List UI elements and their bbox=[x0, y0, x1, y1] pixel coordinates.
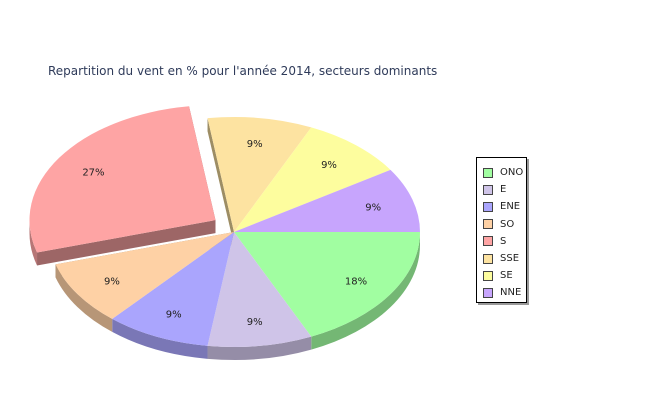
pie-cutface-s-0 bbox=[37, 220, 216, 266]
legend-item-ene: ENE bbox=[483, 198, 526, 215]
slice-label-se: 9% bbox=[321, 160, 337, 171]
slice-label-e: 9% bbox=[247, 317, 263, 328]
legend-swatch bbox=[483, 184, 493, 195]
legend-item-nne: NNE bbox=[483, 284, 526, 301]
slice-label-nne: 9% bbox=[365, 203, 381, 214]
legend-label: SO bbox=[500, 218, 515, 230]
legend-label: E bbox=[500, 184, 507, 196]
pie-side-ene bbox=[112, 318, 208, 359]
legend-item-so: SO bbox=[483, 216, 526, 233]
slice-label-ono: 18% bbox=[345, 276, 367, 287]
legend-label: SE bbox=[500, 270, 513, 282]
chart-title: Repartition du vent en % pour l'année 20… bbox=[48, 64, 438, 78]
pie-slice-e bbox=[207, 232, 312, 347]
pie-slice-ono bbox=[234, 232, 420, 337]
legend-label: S bbox=[500, 235, 507, 247]
legend-swatch bbox=[483, 167, 493, 178]
slice-label-so: 9% bbox=[104, 276, 120, 287]
legend-swatch bbox=[483, 219, 493, 230]
legend-item-sse: SSE bbox=[483, 250, 526, 267]
slice-label-ene: 9% bbox=[166, 310, 182, 321]
pie-slice-nne bbox=[234, 169, 420, 232]
pie-cutface-sse-adj-1 bbox=[207, 118, 234, 245]
legend-swatch bbox=[483, 201, 493, 212]
legend-label: NNE bbox=[500, 287, 522, 299]
pie-side-so bbox=[55, 264, 113, 332]
slice-label-s: 27% bbox=[82, 168, 104, 179]
legend-swatch bbox=[483, 253, 493, 264]
legend-item-e: E bbox=[483, 181, 526, 198]
legend-label: SSE bbox=[500, 253, 520, 265]
slice-label-sse: 9% bbox=[247, 139, 263, 150]
legend-label: ONO bbox=[500, 167, 524, 179]
legend-swatch bbox=[483, 236, 493, 247]
pie-side-ono bbox=[311, 232, 420, 350]
legend-item-ono: ONO bbox=[483, 164, 526, 181]
legend-swatch bbox=[483, 287, 493, 298]
legend-item-se: SE bbox=[483, 267, 526, 284]
pie-slice-s bbox=[29, 106, 216, 253]
legend: ONO E ENE SO S SSE SE NNE bbox=[476, 157, 527, 303]
pie-slice-so bbox=[55, 232, 235, 319]
pie-slice-sse bbox=[207, 116, 312, 232]
pie-slice-ene bbox=[112, 232, 234, 346]
pie-side-s bbox=[29, 220, 38, 266]
pie-side-e bbox=[207, 336, 312, 361]
pie-slice-se bbox=[234, 127, 391, 232]
legend-label: ENE bbox=[500, 201, 521, 213]
legend-item-s: S bbox=[483, 233, 526, 250]
legend-swatch bbox=[483, 270, 493, 281]
